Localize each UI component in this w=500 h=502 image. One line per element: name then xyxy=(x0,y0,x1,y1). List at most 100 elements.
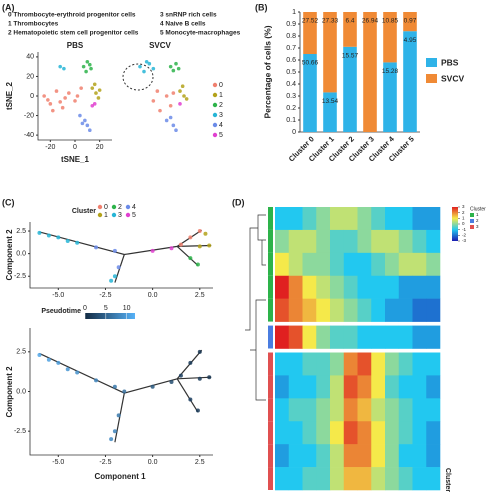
heatmap-cell xyxy=(412,207,427,231)
heatmap-cell xyxy=(288,252,303,277)
bar-label: 13.54 xyxy=(322,98,339,105)
bar-label: 15.28 xyxy=(382,68,399,75)
bar-label: 0.97 xyxy=(404,18,417,25)
point xyxy=(178,373,183,378)
heatmap-cell xyxy=(371,298,386,322)
point xyxy=(184,97,189,101)
point xyxy=(97,88,102,92)
heatmap-cell xyxy=(371,352,386,376)
legend-marker xyxy=(212,112,218,118)
point xyxy=(197,229,202,234)
heatmap-cell xyxy=(357,275,372,299)
legend-label: 3 xyxy=(476,224,479,229)
panel-label: (A) xyxy=(2,2,15,12)
heatmap-cell xyxy=(357,398,372,422)
legend-marker xyxy=(426,58,437,67)
x-tick-label: -2.5 xyxy=(99,292,111,299)
point xyxy=(78,113,82,118)
point xyxy=(171,91,176,95)
heatmap-cell xyxy=(288,421,303,445)
heatmap-cell xyxy=(288,352,303,376)
panel-label: (D) xyxy=(232,197,245,207)
heatmap-cell xyxy=(316,398,331,422)
heatmap-cell xyxy=(412,275,427,299)
point xyxy=(73,99,77,103)
heatmap-cell xyxy=(275,252,290,277)
heatmap-cell xyxy=(398,352,413,376)
heatmap-cell xyxy=(302,421,317,445)
heatmap-cell xyxy=(316,275,331,299)
y-tick-label: 0.6 xyxy=(286,57,296,64)
heatmap-cell xyxy=(412,398,427,422)
heatmap-cell xyxy=(398,421,413,445)
heatmap-cell xyxy=(343,375,358,399)
point xyxy=(46,98,50,102)
heatmap-cell xyxy=(302,207,317,231)
heatmap-cell xyxy=(275,275,290,299)
heatmap-cell xyxy=(302,444,317,468)
legend-marker xyxy=(97,212,103,218)
point xyxy=(63,96,67,100)
heatmap-cell xyxy=(398,375,413,399)
colorbar-title: Pseudotime xyxy=(41,308,81,315)
point xyxy=(46,357,51,362)
annotation: 5 Monocyte-macrophages xyxy=(160,30,241,37)
y-axis-label: Percentage of cells (%) xyxy=(262,25,272,118)
x-tick-label: 0 xyxy=(73,144,77,151)
heatmap-cell xyxy=(302,252,317,277)
heatmap-cell xyxy=(398,444,413,468)
point xyxy=(51,108,55,113)
annotation: 1 Thrombocytes xyxy=(8,21,59,28)
legend-marker xyxy=(111,212,117,218)
heatmap-cell xyxy=(385,325,400,349)
point xyxy=(168,103,173,108)
point xyxy=(112,429,117,434)
subplot-title: SVCV xyxy=(149,41,171,50)
point xyxy=(197,376,202,381)
y-axis-label: tSNE_2 xyxy=(5,81,14,110)
row-annotation xyxy=(268,229,273,253)
heatmap-cell xyxy=(357,229,372,254)
heatmap-cell xyxy=(302,467,317,491)
row-annotation xyxy=(268,421,273,445)
heatmap-cell xyxy=(275,375,290,399)
legend-marker xyxy=(470,213,474,217)
y-tick-label: 2.5 xyxy=(16,349,26,356)
heatmap-cell xyxy=(412,421,427,445)
y-tick-label: 0.8 xyxy=(286,33,296,40)
annotation: 2 Hematopoietic stem cell progenitor cel… xyxy=(8,30,139,37)
heatmap-cell xyxy=(302,298,317,322)
annotation: 4 Naive B cells xyxy=(160,21,206,28)
heatmap-cell xyxy=(330,252,345,277)
heatmap-cell xyxy=(330,421,345,445)
heatmap-cell xyxy=(275,325,290,349)
legend-label: 5 xyxy=(219,132,223,139)
point xyxy=(178,89,182,93)
heatmap-cell xyxy=(371,444,386,468)
point xyxy=(155,89,160,93)
heatmap-cell xyxy=(275,398,290,422)
y-tick-label: -2.5 xyxy=(14,428,26,435)
y-tick-label: 0 xyxy=(30,93,34,100)
row-annotation xyxy=(268,207,273,230)
bar xyxy=(343,46,357,132)
point xyxy=(112,274,117,279)
point xyxy=(92,102,97,106)
heatmap-cell xyxy=(398,467,413,491)
legend-title: Cluster xyxy=(72,208,96,215)
legend-label: 2 xyxy=(118,204,122,211)
heatmap-cell xyxy=(288,325,303,349)
heatmap-cell xyxy=(343,467,358,491)
x-axis-label: tSNE_1 xyxy=(61,155,90,164)
bar xyxy=(383,62,397,132)
y-tick-label: 0.1 xyxy=(286,117,296,124)
x-tick-label: 2.5 xyxy=(195,459,205,466)
legend-label: 1 xyxy=(476,212,479,217)
x-tick-label: 20 xyxy=(96,144,104,151)
heatmap-cell xyxy=(385,229,400,254)
heatmap-cell xyxy=(385,467,400,491)
heatmap-cell xyxy=(398,398,413,422)
heatmap-cell xyxy=(330,325,345,349)
heatmap-cell xyxy=(330,467,345,491)
heatmap-cell xyxy=(330,375,345,399)
